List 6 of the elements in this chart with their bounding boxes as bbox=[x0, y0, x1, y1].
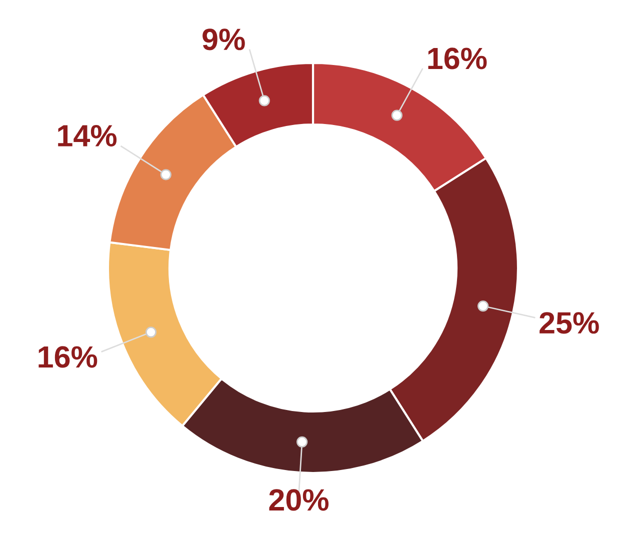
data-label: 20% bbox=[269, 489, 329, 511]
data-label: 16% bbox=[38, 346, 98, 368]
data-label: 14% bbox=[58, 125, 117, 147]
data-label: 9% bbox=[202, 28, 245, 50]
data-label: 25% bbox=[540, 312, 599, 334]
data-label: 16% bbox=[428, 48, 487, 70]
